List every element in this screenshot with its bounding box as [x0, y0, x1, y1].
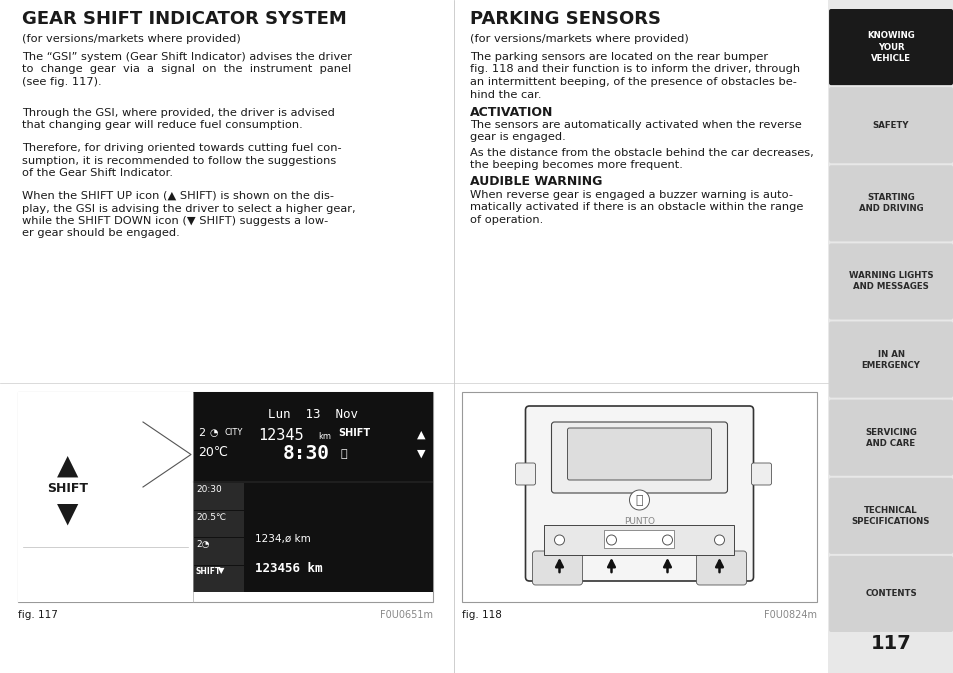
- Text: 8:30: 8:30: [283, 444, 330, 463]
- Circle shape: [606, 535, 616, 545]
- Text: (for versions/markets where provided): (for versions/markets where provided): [470, 34, 688, 44]
- Text: SAFETY: SAFETY: [872, 120, 908, 130]
- FancyBboxPatch shape: [828, 400, 952, 476]
- FancyBboxPatch shape: [828, 9, 952, 85]
- Bar: [604, 530, 674, 548]
- Text: The “GSI” system (Gear Shift Indicator) advises the driver: The “GSI” system (Gear Shift Indicator) …: [22, 52, 352, 62]
- Text: F0U0651m: F0U0651m: [379, 610, 433, 620]
- FancyBboxPatch shape: [828, 478, 952, 554]
- Text: WARNING LIGHTS
AND MESSAGES: WARNING LIGHTS AND MESSAGES: [848, 271, 932, 291]
- Circle shape: [661, 535, 672, 545]
- Text: 12345: 12345: [257, 428, 303, 443]
- Text: hind the car.: hind the car.: [470, 90, 541, 100]
- FancyBboxPatch shape: [828, 166, 952, 242]
- Text: IN AN
EMERGENCY: IN AN EMERGENCY: [861, 349, 920, 369]
- FancyBboxPatch shape: [828, 556, 952, 632]
- Text: km: km: [317, 432, 331, 441]
- Circle shape: [554, 535, 564, 545]
- Text: 2◔: 2◔: [195, 540, 210, 549]
- Text: fig. 118 and their function is to inform the driver, through: fig. 118 and their function is to inform…: [470, 65, 800, 75]
- FancyBboxPatch shape: [532, 551, 582, 585]
- FancyBboxPatch shape: [696, 551, 745, 585]
- Text: 2: 2: [198, 428, 205, 438]
- Bar: [18, 392, 433, 602]
- Text: PARKING SENSORS: PARKING SENSORS: [470, 10, 660, 28]
- Text: Through the GSI, where provided, the driver is advised: Through the GSI, where provided, the dri…: [22, 108, 335, 118]
- Text: of operation.: of operation.: [470, 215, 542, 225]
- FancyBboxPatch shape: [751, 463, 771, 485]
- Text: 20:30: 20:30: [195, 485, 221, 494]
- Text: CITY: CITY: [225, 428, 243, 437]
- Bar: [461, 392, 816, 602]
- Text: The parking sensors are located on the rear bumper: The parking sensors are located on the r…: [470, 52, 767, 62]
- Text: an intermittent beeping, of the presence of obstacles be-: an intermittent beeping, of the presence…: [470, 77, 796, 87]
- Text: fig. 118: fig. 118: [461, 610, 501, 620]
- Circle shape: [714, 535, 723, 545]
- Bar: [827, 0, 953, 673]
- Text: ▼: ▼: [217, 567, 224, 575]
- Text: gear is engaged.: gear is engaged.: [470, 133, 565, 143]
- Text: er gear should be engaged.: er gear should be engaged.: [22, 229, 179, 238]
- Text: (see fig. 117).: (see fig. 117).: [22, 77, 102, 87]
- FancyBboxPatch shape: [828, 322, 952, 398]
- Text: AUDIBLE WARNING: AUDIBLE WARNING: [470, 175, 601, 188]
- Text: ▲: ▲: [416, 430, 424, 440]
- FancyBboxPatch shape: [567, 428, 711, 480]
- Text: 117: 117: [870, 634, 910, 653]
- Text: As the distance from the obstacle behind the car decreases,: As the distance from the obstacle behind…: [470, 148, 813, 158]
- Text: Lun  13  Nov: Lun 13 Nov: [268, 408, 357, 421]
- Text: Ⓕ: Ⓕ: [635, 493, 642, 507]
- FancyBboxPatch shape: [525, 406, 753, 581]
- Bar: [193, 565, 244, 592]
- Text: that changing gear will reduce fuel consumption.: that changing gear will reduce fuel cons…: [22, 120, 302, 131]
- Text: SHIFT: SHIFT: [195, 567, 221, 577]
- Text: CONTENTS: CONTENTS: [864, 590, 916, 598]
- Text: F0U0824m: F0U0824m: [763, 610, 816, 620]
- Text: GEAR SHIFT INDICATOR SYSTEM: GEAR SHIFT INDICATOR SYSTEM: [22, 10, 346, 28]
- Bar: [18, 392, 193, 602]
- Circle shape: [629, 490, 649, 510]
- Text: Ⓢ: Ⓢ: [340, 449, 347, 459]
- Text: while the SHIFT DOWN icon (▼ SHIFT) suggests a low-: while the SHIFT DOWN icon (▼ SHIFT) sugg…: [22, 216, 328, 226]
- Text: KNOWING
YOUR
VEHICLE: KNOWING YOUR VEHICLE: [866, 32, 914, 63]
- Text: The sensors are automatically activated when the reverse: The sensors are automatically activated …: [470, 120, 801, 130]
- Text: of the Gear Shift Indicator.: of the Gear Shift Indicator.: [22, 168, 172, 178]
- Text: SHIFT: SHIFT: [337, 428, 370, 438]
- Bar: [193, 482, 433, 592]
- Text: ▼: ▼: [416, 449, 424, 459]
- Text: SHIFT: SHIFT: [48, 482, 89, 495]
- FancyBboxPatch shape: [828, 87, 952, 164]
- Text: When reverse gear is engaged a buzzer warning is auto-: When reverse gear is engaged a buzzer wa…: [470, 190, 792, 200]
- Text: ◔: ◔: [210, 428, 218, 438]
- Bar: [193, 538, 244, 565]
- Text: STARTING
AND DRIVING: STARTING AND DRIVING: [858, 193, 923, 213]
- Text: ▼: ▼: [57, 500, 78, 528]
- FancyBboxPatch shape: [515, 463, 535, 485]
- Text: ACTIVATION: ACTIVATION: [470, 106, 553, 119]
- Text: the beeping becomes more frequent.: the beeping becomes more frequent.: [470, 160, 682, 170]
- Text: ▲: ▲: [57, 452, 78, 480]
- Text: When the SHIFT UP icon (▲ SHIFT) is shown on the dis-: When the SHIFT UP icon (▲ SHIFT) is show…: [22, 191, 334, 201]
- Text: fig. 117: fig. 117: [18, 610, 58, 620]
- Bar: [544, 525, 734, 555]
- Text: 20℃: 20℃: [198, 446, 228, 459]
- FancyBboxPatch shape: [828, 244, 952, 320]
- Bar: [193, 511, 244, 537]
- Bar: [193, 565, 244, 592]
- Text: (for versions/markets where provided): (for versions/markets where provided): [22, 34, 240, 44]
- Text: 1234,ø km: 1234,ø km: [254, 534, 311, 544]
- Text: PUNTO: PUNTO: [623, 517, 655, 526]
- FancyBboxPatch shape: [551, 422, 727, 493]
- Text: TECHNICAL
SPECIFICATIONS: TECHNICAL SPECIFICATIONS: [851, 506, 929, 526]
- Text: sumption, it is recommended to follow the suggestions: sumption, it is recommended to follow th…: [22, 155, 335, 166]
- Text: play, the GSI is advising the driver to select a higher gear,: play, the GSI is advising the driver to …: [22, 203, 355, 213]
- Text: 123456 km: 123456 km: [254, 561, 322, 575]
- Text: SERVICING
AND CARE: SERVICING AND CARE: [864, 427, 916, 448]
- Text: 20.5℃: 20.5℃: [195, 513, 226, 522]
- Text: to  change  gear  via  a  signal  on  the  instrument  panel: to change gear via a signal on the instr…: [22, 65, 351, 75]
- Text: Therefore, for driving oriented towards cutting fuel con-: Therefore, for driving oriented towards …: [22, 143, 341, 153]
- Bar: [193, 392, 433, 482]
- Text: matically activated if there is an obstacle within the range: matically activated if there is an obsta…: [470, 203, 802, 213]
- Bar: [193, 483, 244, 509]
